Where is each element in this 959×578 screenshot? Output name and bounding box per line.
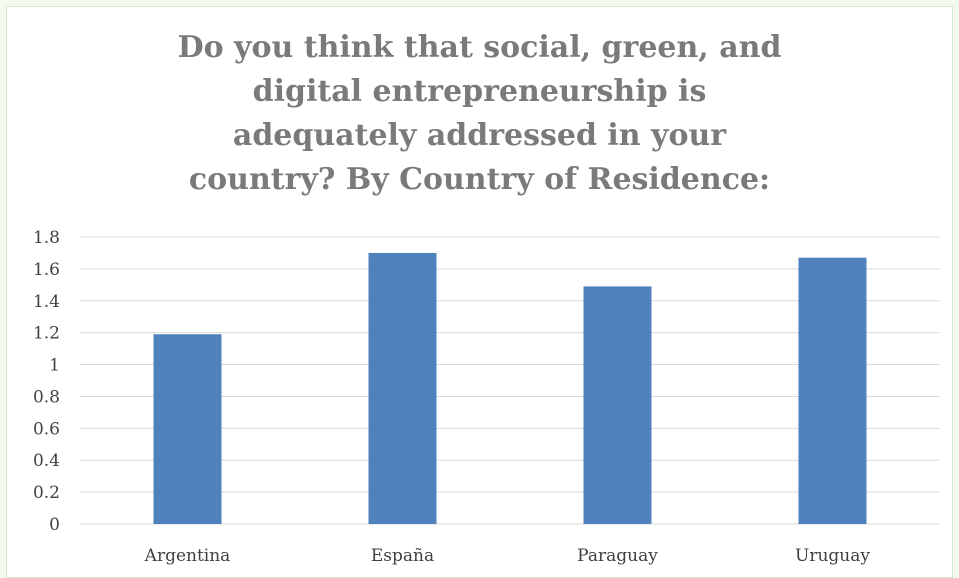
y-tick-label: 1 — [49, 356, 60, 376]
x-category-label: Argentina — [144, 546, 231, 566]
y-tick-label: 0.6 — [33, 419, 60, 439]
x-category-label: España — [371, 546, 434, 566]
y-axis-tick-labels: 0 0.2 0.4 0.6 0.8 1 1.2 1.4 1.6 1.8 — [33, 228, 60, 535]
x-category-label: Paraguay — [577, 546, 658, 566]
bar-uruguay — [798, 257, 867, 524]
y-tick-label: 1.4 — [33, 292, 60, 312]
bar-argentina — [153, 334, 222, 524]
bar-paraguay — [583, 286, 652, 524]
x-axis-category-labels: Argentina España Paraguay Uruguay — [144, 546, 871, 566]
y-tick-label: 0.2 — [33, 483, 60, 503]
y-tick-label: 1.8 — [33, 228, 60, 248]
y-tick-label: 0.4 — [33, 451, 60, 471]
bar-espa-a — [368, 252, 437, 524]
y-tick-label: 1.6 — [33, 260, 60, 280]
bars — [153, 252, 867, 524]
y-tick-label: 0.8 — [33, 387, 60, 407]
chart-title: Do you think that social, green, and dig… — [177, 30, 782, 197]
y-tick-label: 1.2 — [33, 324, 60, 344]
x-category-label: Uruguay — [795, 546, 870, 566]
gridlines — [80, 236, 940, 525]
y-tick-label: 0 — [49, 515, 60, 535]
